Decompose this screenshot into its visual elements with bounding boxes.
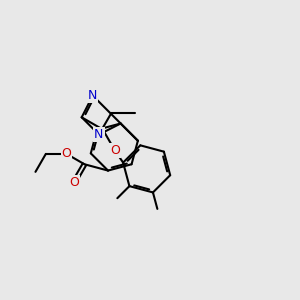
Text: N: N bbox=[94, 128, 104, 141]
Text: N: N bbox=[88, 89, 98, 102]
Text: O: O bbox=[110, 144, 120, 157]
Text: O: O bbox=[61, 147, 71, 161]
Text: O: O bbox=[69, 176, 79, 189]
